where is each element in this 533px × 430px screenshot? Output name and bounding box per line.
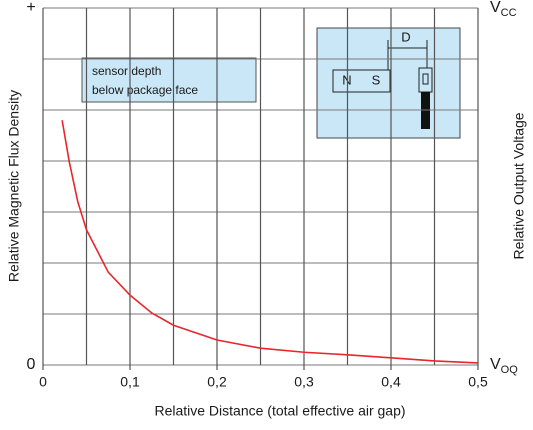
y2-tick-subscript: CC [501,7,517,19]
x-tick-label: 0 [39,374,47,390]
annotation: below package face [92,83,198,97]
y2-axis-title: Relative Output Voltage [511,112,527,259]
x-tick-label: 0,1 [120,374,140,390]
inset-diagram: N S D [316,27,461,139]
y-tick-label: 0 [27,356,36,373]
y2-tick-text: V [490,0,501,16]
x-tick-label: 0,3 [294,374,314,390]
y-tick-label: + [26,0,35,16]
y2-tick-subscript: OQ [501,364,519,376]
x-axis-title: Relative Distance (total effective air g… [154,403,405,419]
sensor-die [422,73,429,85]
sensor-package [418,67,433,93]
annotation: sensor depth [92,64,161,78]
dimension-label: D [401,29,410,44]
data-line [61,120,479,364]
y2-tick-text: V [490,356,501,373]
x-tick-label: 0,5 [468,374,488,390]
magnet-pole: S [372,72,381,87]
x-tick-label: 0,2 [207,374,227,390]
y2-tick-label: VOQ [490,356,518,376]
y-axis-title: Relative Magnetic Flux Density [6,90,22,282]
annotation-box [81,57,257,103]
y2-tick-label: VCC [490,0,517,19]
x-tick-label: 0,4 [381,374,401,390]
